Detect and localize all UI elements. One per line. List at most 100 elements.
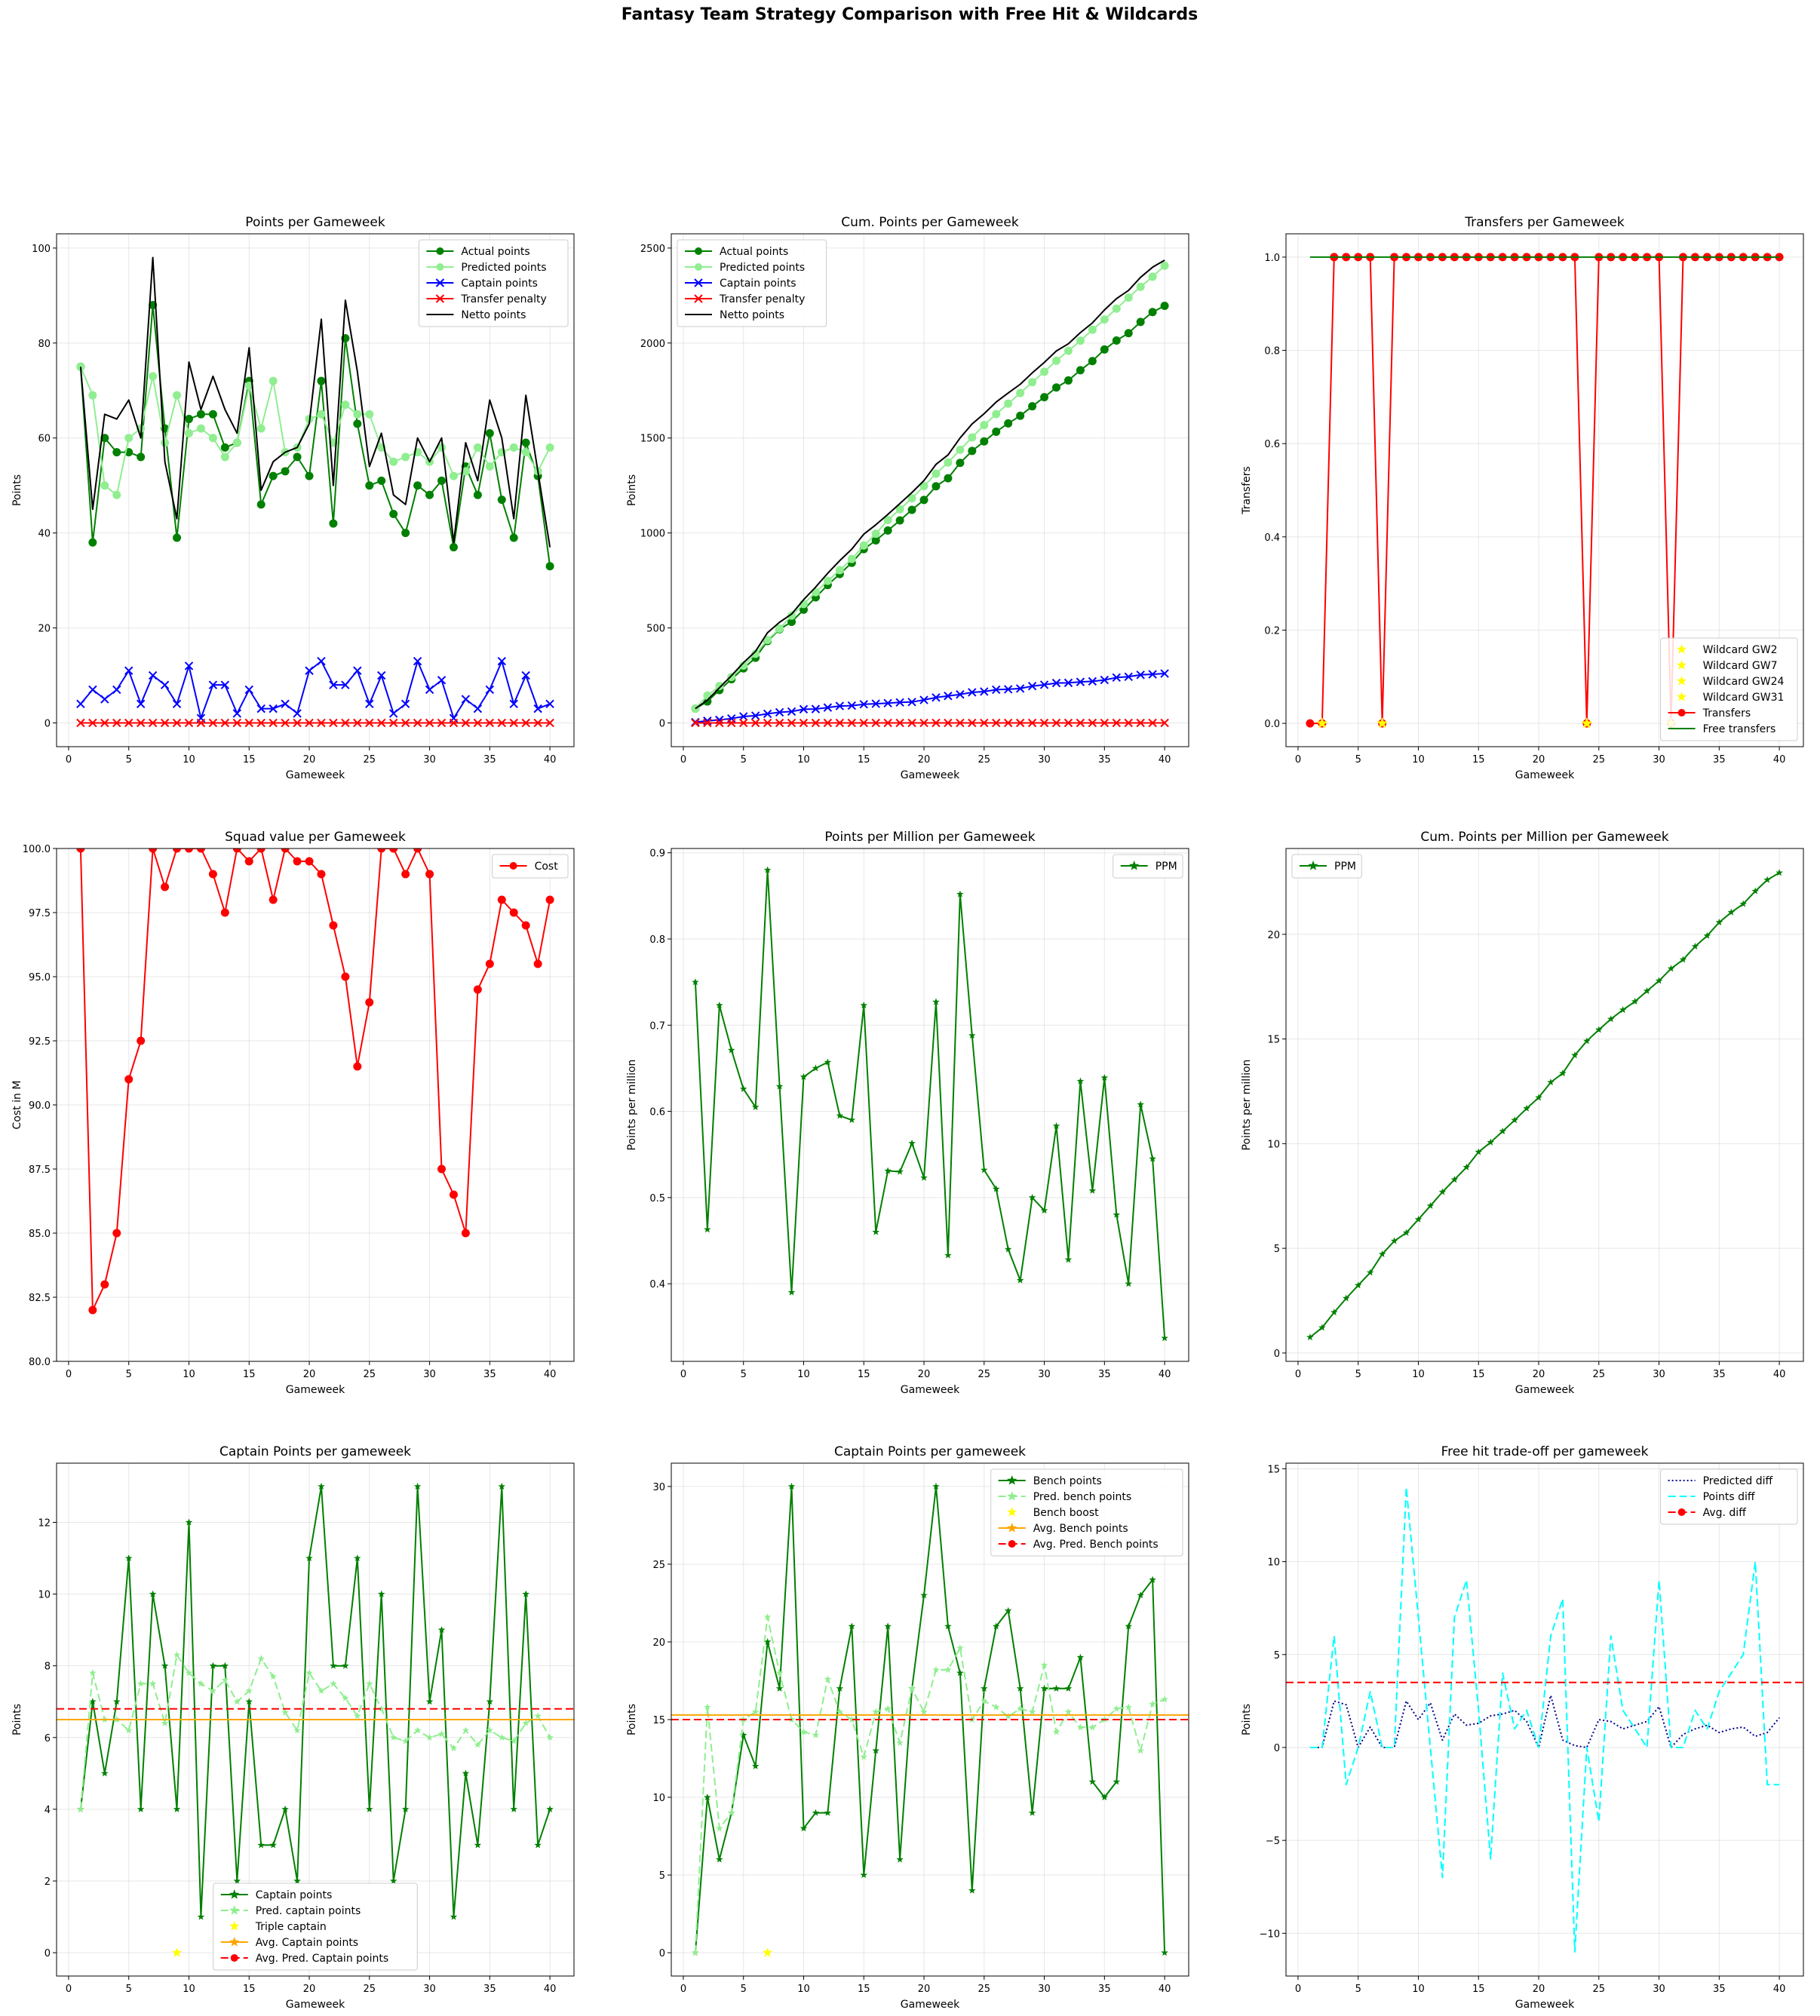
data-point [908, 1684, 916, 1692]
data-point [148, 718, 158, 728]
series-line [80, 660, 551, 720]
data-point [728, 1046, 735, 1054]
data-point [835, 701, 845, 710]
data-point [546, 1805, 554, 1812]
data-point [124, 1554, 133, 1562]
x-tick-label: 10 [1412, 1369, 1425, 1380]
data-point [751, 1708, 760, 1715]
x-tick-label: 25 [364, 1984, 376, 1995]
x-tick-label: 30 [1038, 1369, 1051, 1380]
data-point [1076, 718, 1085, 728]
data-point [1148, 272, 1157, 281]
data-point [692, 1949, 699, 1956]
data-point [980, 718, 989, 728]
data-point [750, 718, 760, 728]
y-tick-label: 12 [38, 1517, 51, 1529]
data-point [220, 718, 230, 728]
data-point [1003, 718, 1013, 728]
x-tick-label: 35 [1098, 1369, 1111, 1380]
data-point [184, 718, 194, 728]
data-point [341, 718, 350, 728]
chart-panel-1: 0 5 10 15 20 25 30 35 40 0 20 40 60 80 100 Points per G… [11, 215, 575, 781]
data-point [377, 848, 386, 853]
y-axis-label: Points per million [626, 1060, 638, 1151]
data-point [1136, 670, 1145, 680]
data-point [944, 458, 953, 467]
data-point [1137, 1747, 1144, 1754]
data-point [1004, 1712, 1012, 1720]
x-tick-label: 20 [918, 754, 931, 766]
axes-frame [1285, 233, 1804, 747]
y-tick-label: 0.4 [649, 1279, 665, 1290]
data-point [956, 459, 965, 468]
data-point [365, 410, 374, 419]
data-point [907, 505, 916, 514]
series-1 [1309, 1487, 1780, 1953]
data-point [220, 908, 229, 917]
y-tick-label: 85.0 [29, 1229, 51, 1240]
series-line [79, 256, 551, 548]
chart-panel-8: 0 5 10 15 20 25 30 35 40 0 5 10 15 20 25 30 Captain Poin… [626, 1444, 1189, 2011]
data-point [895, 718, 904, 728]
data-point [775, 707, 784, 717]
data-point [124, 718, 134, 728]
data-point [1148, 718, 1157, 728]
series-0 [77, 1482, 554, 1920]
legend: Cost [492, 854, 569, 879]
data-point [835, 718, 845, 728]
data-point [534, 1712, 542, 1720]
legend-label: Free transfers [1703, 723, 1776, 735]
y-axis-label: Points [11, 474, 23, 506]
data-point [329, 921, 338, 930]
data-point [293, 1726, 301, 1734]
data-point [353, 718, 362, 728]
data-point [389, 509, 398, 518]
data-point [775, 624, 784, 634]
data-point [136, 699, 146, 709]
data-point [1739, 900, 1747, 907]
data-point [907, 494, 916, 503]
data-point [184, 661, 194, 670]
data-point [293, 709, 302, 718]
data-point [305, 857, 314, 866]
data-point [751, 649, 760, 658]
y-tick-label: 25 [652, 1560, 665, 1571]
figure-title: Fantasy Team Strategy Comparison with Fr… [622, 5, 1198, 24]
x-tick-label: 5 [1355, 1369, 1361, 1380]
data-point [1366, 1269, 1374, 1276]
series-line [694, 869, 1166, 1339]
axes-frame [671, 233, 1189, 747]
data-point [184, 848, 193, 853]
data-point [413, 656, 422, 666]
x-tick-label: 35 [483, 1369, 496, 1380]
data-point [172, 699, 182, 709]
data-point [161, 438, 170, 447]
data-point [389, 1876, 397, 1885]
data-point [100, 481, 109, 490]
data-point [184, 428, 193, 437]
data-point [703, 691, 712, 700]
data-point [932, 1666, 940, 1674]
data-point [1161, 1334, 1168, 1342]
data-point [281, 1805, 289, 1812]
data-point [860, 1753, 868, 1760]
legend-marker [1308, 861, 1318, 870]
data-point [342, 1662, 349, 1669]
data-point [161, 882, 170, 891]
data-point [208, 410, 217, 419]
x-tick-label: 5 [741, 1984, 747, 1995]
data-point [692, 978, 699, 986]
data-point [353, 410, 362, 419]
data-point [534, 1841, 542, 1849]
data-point [1148, 308, 1157, 317]
data-point [305, 666, 314, 675]
chart-title: Points per Million per Gameweek [824, 830, 1035, 845]
data-point [173, 533, 182, 542]
x-tick-label: 10 [1412, 754, 1425, 766]
data-point [184, 415, 193, 424]
legend-marker [229, 1889, 240, 1899]
data-point [437, 1164, 447, 1174]
data-point [1113, 1211, 1121, 1218]
data-point [920, 1708, 928, 1715]
plot-area [1306, 253, 1784, 729]
